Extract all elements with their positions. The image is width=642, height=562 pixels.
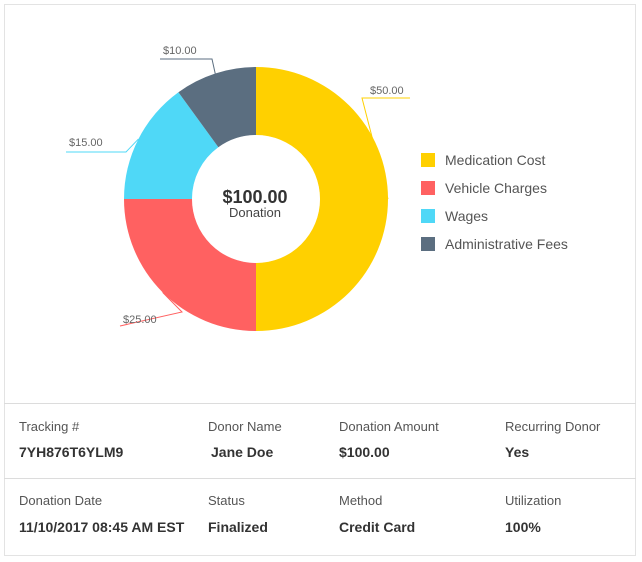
donation-amount-label: Donation Amount [339,419,439,434]
legend-swatch [421,153,435,167]
donation-amount-value: $100.00 [339,444,390,460]
status-label: Status [208,493,245,508]
slice-wages [124,92,219,199]
donut-hole [204,147,308,251]
chart-legend: Medication Cost Vehicle Charges Wages Ad… [421,146,568,258]
method-label: Method [339,493,383,508]
leader-line [119,291,183,327]
method-value: Credit Card [339,519,416,535]
donor-name-label: Donor Name [208,419,282,434]
legend-label: Wages [445,208,489,224]
status-value: Finalized [208,519,268,535]
legend-item-wages: Wages [421,202,568,230]
slice-medication-cost [256,67,388,331]
recurring-donor-value: Yes [505,444,530,460]
section-divider [4,403,636,404]
legend-label: Vehicle Charges [445,180,547,196]
slice-administrative-fees [178,67,256,148]
legend-item-admin: Administrative Fees [421,230,568,258]
legend-item-medication: Medication Cost [421,146,568,174]
utilization-value: 100% [505,519,541,535]
legend-label: Medication Cost [445,152,546,168]
slice-value-label: $50.00 [370,85,404,97]
legend-label: Administrative Fees [445,236,568,252]
slice-value-label: $15.00 [69,137,103,149]
recurring-donor-label: Recurring Donor [505,419,601,434]
legend-swatch [421,181,435,195]
slice-value-label: $10.00 [163,45,197,57]
center-label: Donation [228,205,282,220]
legend-item-vehicle: Vehicle Charges [421,174,568,202]
row-divider [4,478,636,479]
leader-line [361,97,410,200]
leader-line [66,138,139,153]
donut-chart: $50.00 $25.00 $15.00 $10.00 [66,45,410,331]
slice-vehicle-charges [124,199,256,331]
tracking-label: Tracking # [19,419,80,434]
donation-date-value: 11/10/2017 08:45 AM EST [19,519,185,535]
leader-line [160,58,216,74]
slice-value-label: $25.00 [123,314,157,326]
tracking-value: 7YH876T6YLM9 [19,444,124,460]
utilization-label: Utilization [505,493,562,508]
donor-name-value: Jane Doe [211,444,274,460]
inner-ring [192,135,320,263]
center-amount: $100.00 [222,187,288,207]
legend-swatch [421,209,435,223]
donation-date-label: Donation Date [19,493,103,508]
legend-swatch [421,237,435,251]
